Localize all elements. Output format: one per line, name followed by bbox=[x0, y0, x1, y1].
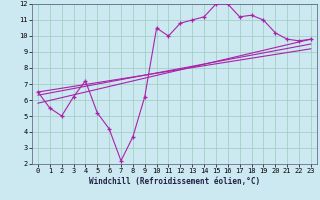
X-axis label: Windchill (Refroidissement éolien,°C): Windchill (Refroidissement éolien,°C) bbox=[89, 177, 260, 186]
